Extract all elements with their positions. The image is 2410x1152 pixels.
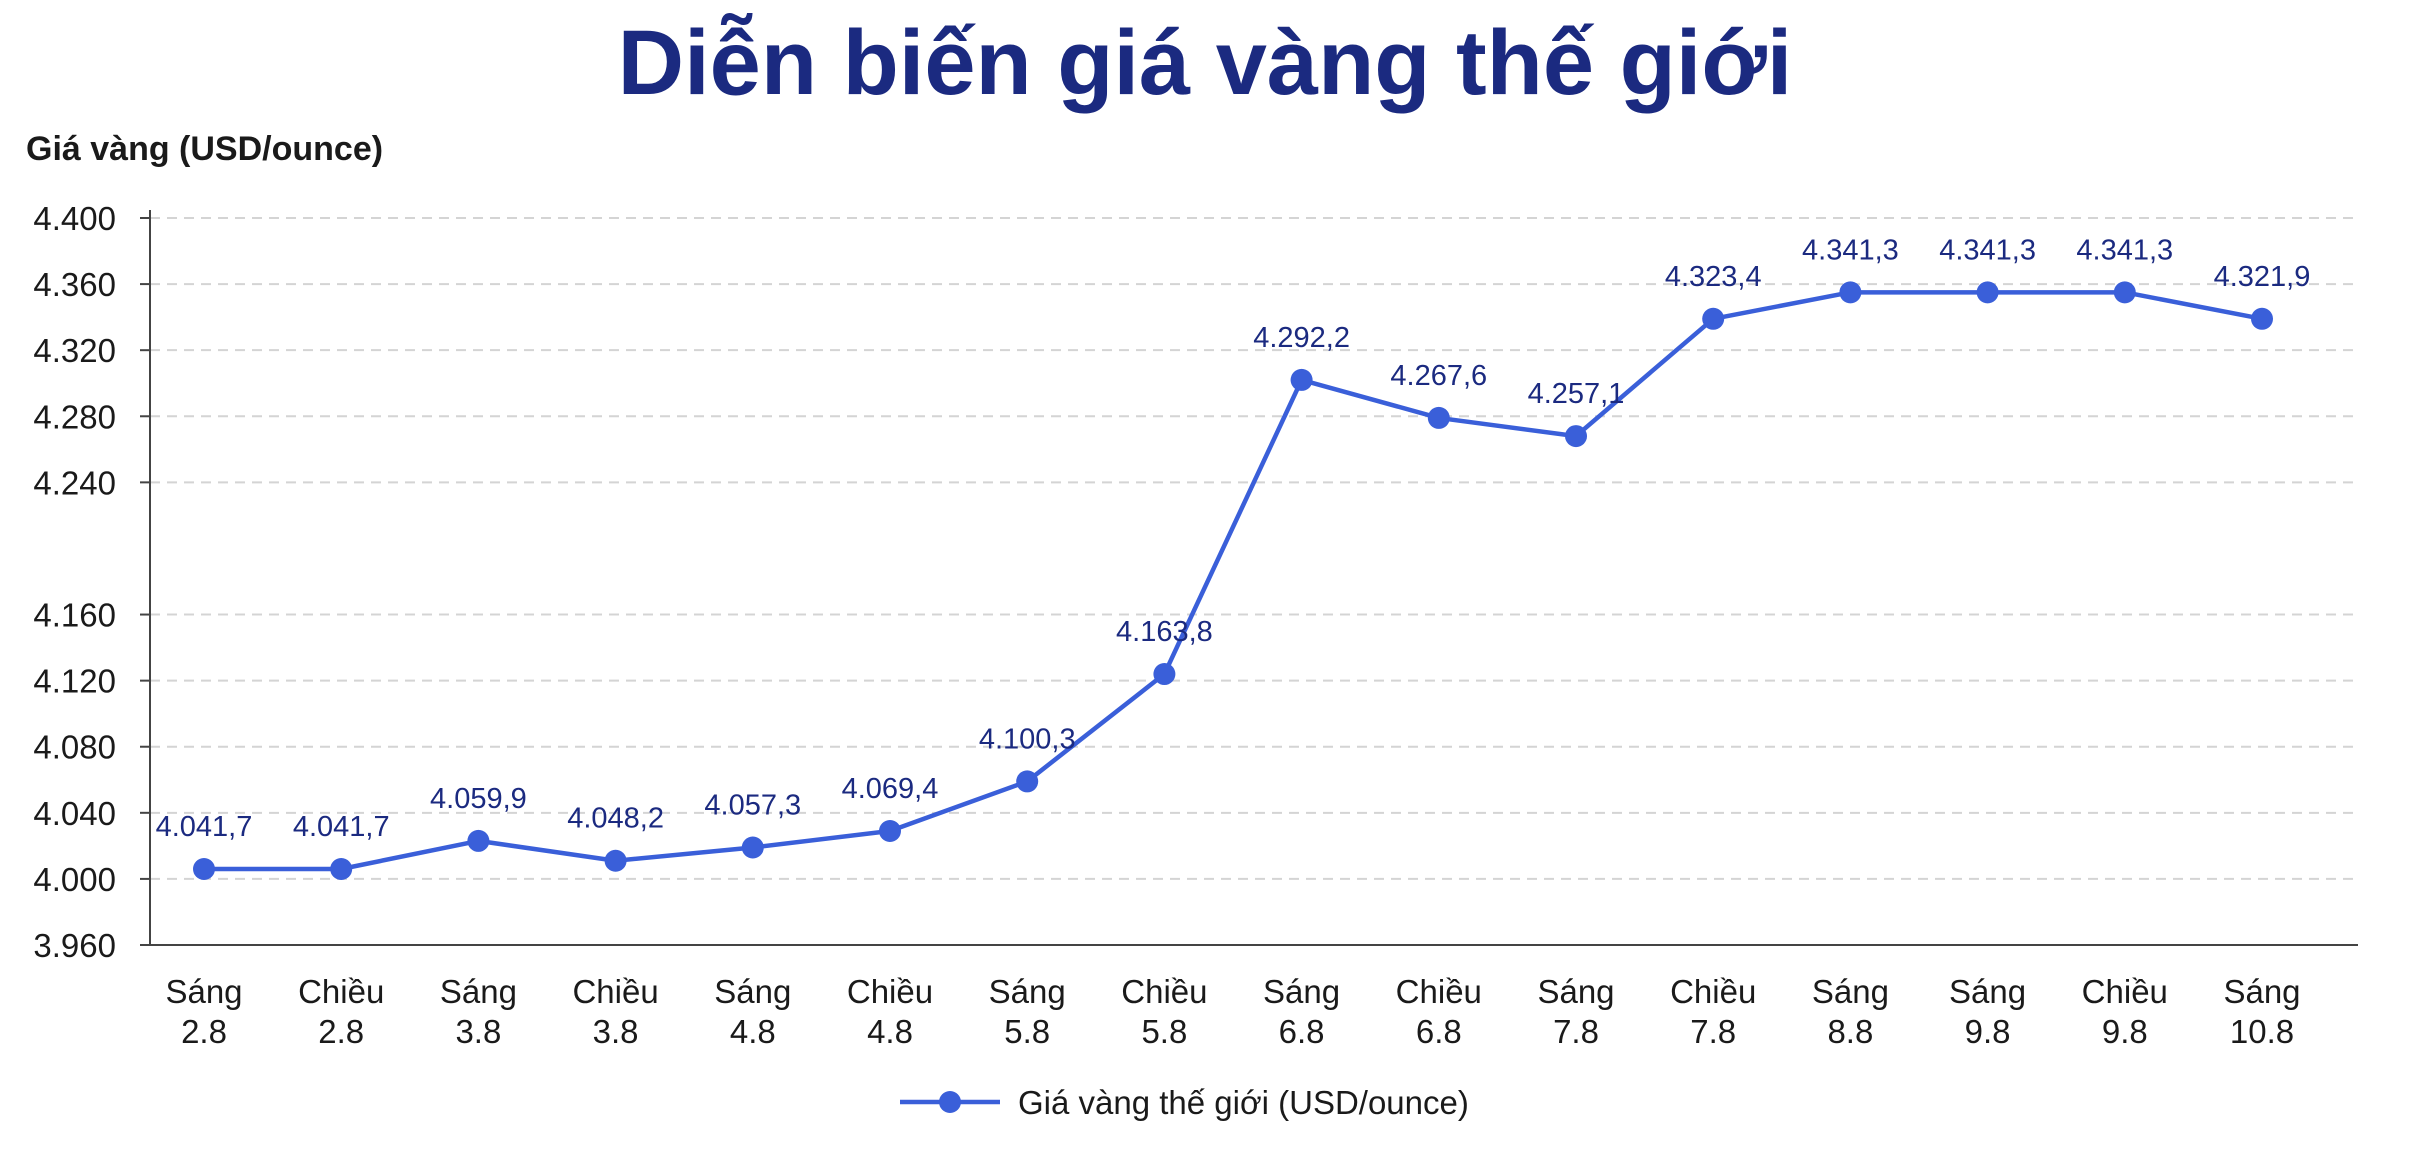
data-point: [1839, 281, 1862, 304]
data-point: [2113, 281, 2136, 304]
data-label: 4.341,3: [1802, 234, 1899, 266]
data-label: 4.321,9: [2214, 261, 2311, 293]
data-point: [1702, 307, 1725, 330]
x-tick-label: Sáng 7.8: [1537, 973, 1614, 1050]
y-tick-label: 4.080: [33, 729, 116, 766]
x-tick-label: Sáng 8.8: [1812, 973, 1889, 1050]
x-tick-label: Chiều 2.8: [298, 973, 384, 1050]
x-tick-labels: Sáng 2.8 Chiều 2.8 Sáng 3.8 Chiều 3.8 Sáng 4.8 Chi…: [165, 973, 2300, 1050]
y-tick-label: 4.280: [33, 398, 116, 435]
data-label: 4.057,3: [704, 790, 801, 822]
data-label: 4.257,1: [1528, 378, 1625, 410]
data-label: 4.041,7: [156, 811, 253, 843]
data-point: [604, 849, 627, 872]
y-tick-label: 4.400: [33, 200, 116, 237]
x-tick-label: Sáng 2.8: [165, 973, 242, 1050]
x-tick-label: Sáng 4.8: [714, 973, 791, 1050]
legend: Giá vàng thế giới (USD/ounce): [900, 1084, 1469, 1121]
legend-marker: [939, 1091, 961, 1113]
legend-label: Giá vàng thế giới (USD/ounce): [1018, 1084, 1469, 1121]
x-tick-label: Chiều 3.8: [572, 973, 658, 1050]
data-point: [2251, 307, 2273, 330]
x-tick-label: Sáng 5.8: [989, 973, 1066, 1050]
y-tick-label: 4.360: [33, 266, 116, 303]
data-label: 4.048,2: [567, 803, 664, 835]
data-label: 4.059,9: [430, 783, 527, 815]
data-label: 4.292,2: [1253, 322, 1350, 354]
y-tick-label: 4.240: [33, 464, 116, 501]
y-tick-label: 4.160: [33, 597, 116, 634]
x-tick-label: Chiều 4.8: [847, 973, 933, 1050]
y-tick-label: 4.000: [33, 861, 116, 898]
grid-lines: [150, 217, 2358, 880]
data-point: [1565, 425, 1587, 448]
data-label: 4.267,6: [1390, 360, 1487, 392]
data-point: [1427, 406, 1450, 429]
y-tick-label: 3.960: [33, 927, 116, 964]
data-label: 4.041,7: [293, 811, 390, 843]
y-tick-label: 4.040: [33, 795, 116, 832]
data-point: [1976, 281, 1999, 304]
x-tick-label: Sáng 3.8: [440, 973, 517, 1050]
y-tick-label: 4.120: [33, 663, 116, 700]
data-label: 4.163,8: [1116, 616, 1213, 648]
data-label: 4.341,3: [1939, 234, 2036, 266]
x-tick-label: Chiều 9.8: [2082, 973, 2168, 1050]
data-label: 4.100,3: [979, 723, 1076, 755]
data-point: [330, 857, 353, 880]
data-point: [741, 836, 764, 859]
chart-title: Diễn biến giá vàng thế giới: [617, 12, 1793, 114]
x-tick-label: Sáng 6.8: [1263, 973, 1340, 1050]
x-tick-label: Sáng 9.8: [1949, 973, 2026, 1050]
data-label: 4.069,4: [842, 773, 939, 805]
axes: [149, 210, 2358, 946]
series-layer: [193, 281, 2273, 880]
series-line: [204, 290, 2263, 872]
data-point: [467, 829, 490, 852]
data-point: [879, 819, 901, 842]
y-tick-labels: 4.400 4.360 4.320 4.280 4.240 4.160 4.120 4.080…: [33, 200, 150, 964]
x-tick-label: Sáng 10.8: [2223, 973, 2300, 1050]
data-label: 4.341,3: [2076, 234, 2173, 266]
y-axis-title: Giá vàng (USD/ounce): [26, 130, 383, 168]
y-tick-label: 4.320: [33, 332, 116, 369]
data-point: [1290, 368, 1313, 391]
data-point: [1016, 770, 1039, 793]
x-tick-label: Chiều 5.8: [1121, 973, 1207, 1050]
data-label: 4.323,4: [1665, 261, 1762, 293]
data-point: [1153, 663, 1176, 686]
data-point: [193, 857, 215, 880]
x-tick-label: Chiều 6.8: [1396, 973, 1482, 1050]
x-tick-label: Chiều 7.8: [1670, 973, 1756, 1050]
data-labels: 4.041,7 4.041,7 4.059,9 4.048,2 4.057,3 4.069…: [156, 234, 2311, 843]
